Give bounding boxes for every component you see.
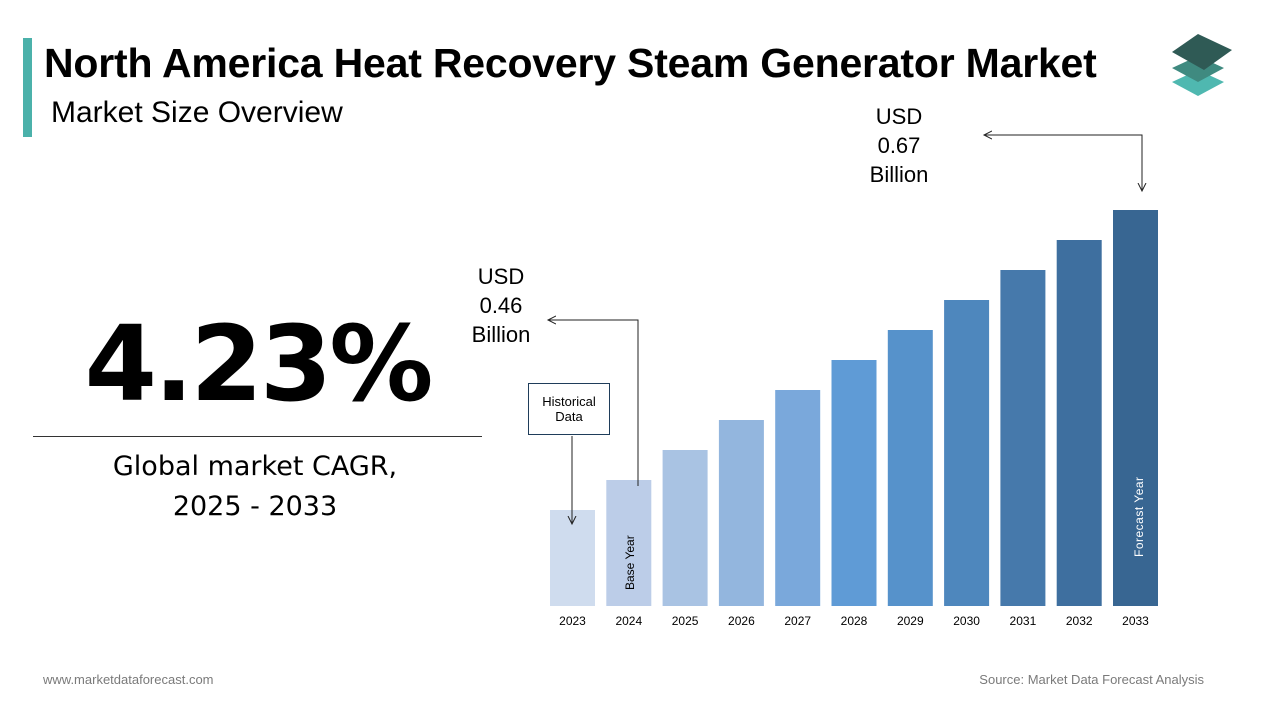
x-tick-label-2027: 2027 (784, 614, 811, 628)
x-tick-label-2028: 2028 (841, 614, 868, 628)
x-tick-label-2031: 2031 (1010, 614, 1037, 628)
x-tick-label-2024: 2024 (615, 614, 642, 628)
historical-label-line2: Data (555, 409, 583, 424)
base-year-value-callout: USD 0.46 Billion (465, 262, 537, 349)
historical-data-box: Historical Data (528, 383, 610, 435)
forecast-callout-currency: USD (875, 104, 923, 129)
page-title: North America Heat Recovery Steam Genera… (44, 40, 1097, 86)
cagr-divider (33, 436, 482, 437)
bar-2026 (718, 420, 764, 606)
bar-2029 (887, 330, 933, 606)
bar-2033 (1113, 210, 1158, 606)
x-tick-label-2023: 2023 (559, 614, 586, 628)
forecast-arrow (984, 134, 1142, 191)
bar-2024 (606, 480, 652, 606)
x-tick-label-2033: 2033 (1122, 614, 1149, 628)
base-year-arrow (548, 320, 639, 486)
footer-website: www.marketdataforecast.com (43, 672, 214, 687)
x-tick-label-2029: 2029 (897, 614, 924, 628)
x-tick-label-2026: 2026 (728, 614, 755, 628)
cagr-caption: Global market CAGR, 2025 - 2033 (55, 447, 455, 527)
company-logo-icon (1172, 34, 1232, 96)
forecast-callout-amount: 0.67 (877, 133, 921, 158)
x-tick-label-2025: 2025 (672, 614, 699, 628)
cagr-caption-line2: 2025 - 2033 (172, 491, 338, 522)
historical-label-line1: Historical (542, 394, 596, 409)
forecast-year-value-callout: USD 0.67 Billion (862, 102, 936, 189)
bar-2031 (1000, 270, 1046, 606)
base-callout-unit: Billion (471, 322, 531, 347)
cagr-caption-line1: Global market CAGR, (112, 451, 398, 482)
logo-layer-top (1172, 34, 1232, 70)
page-subtitle: Market Size Overview (51, 96, 343, 129)
forecast-callout-unit: Billion (869, 162, 929, 187)
logo-layer-bottom (1172, 70, 1224, 96)
bar-2030 (944, 300, 990, 606)
x-tick-label-2030: 2030 (953, 614, 980, 628)
x-tick-label-2032: 2032 (1066, 614, 1093, 628)
cagr-value: 4.23% (84, 303, 434, 425)
base-callout-currency: USD (477, 264, 525, 289)
forecast-year-label: Forecast Year (1132, 476, 1146, 557)
bar-2028 (831, 360, 877, 606)
bar-2023 (550, 510, 595, 606)
bar-2025 (662, 450, 708, 606)
bar-2032 (1056, 240, 1102, 606)
footer-source: Source: Market Data Forecast Analysis (979, 672, 1204, 687)
base-year-label: Base Year (623, 535, 637, 590)
bar-2027 (775, 390, 821, 606)
title-accent-bar (23, 38, 32, 137)
base-callout-amount: 0.46 (479, 293, 523, 318)
